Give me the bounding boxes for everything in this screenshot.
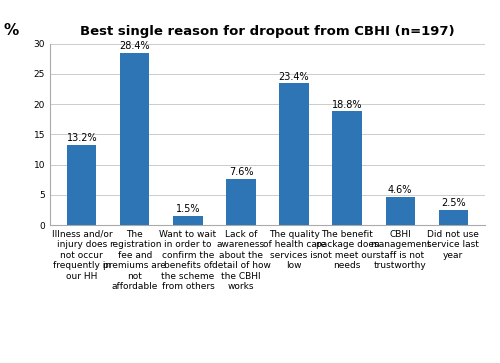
Text: 28.4%: 28.4% — [120, 41, 150, 52]
Text: 13.2%: 13.2% — [66, 133, 97, 143]
Text: 18.8%: 18.8% — [332, 99, 362, 110]
Text: 7.6%: 7.6% — [228, 167, 253, 177]
Text: 1.5%: 1.5% — [176, 204, 200, 214]
Bar — [174, 216, 203, 225]
Bar — [332, 111, 362, 225]
Text: 23.4%: 23.4% — [278, 72, 310, 82]
Text: 2.5%: 2.5% — [441, 198, 466, 208]
Bar — [226, 179, 256, 225]
Bar — [438, 210, 468, 225]
Bar — [67, 145, 96, 225]
Bar — [280, 83, 308, 225]
Y-axis label: %: % — [3, 23, 18, 38]
Title: Best single reason for dropout from CBHI (n=197): Best single reason for dropout from CBHI… — [80, 25, 455, 38]
Text: 4.6%: 4.6% — [388, 185, 412, 195]
Bar — [386, 197, 414, 225]
Bar — [120, 53, 150, 225]
